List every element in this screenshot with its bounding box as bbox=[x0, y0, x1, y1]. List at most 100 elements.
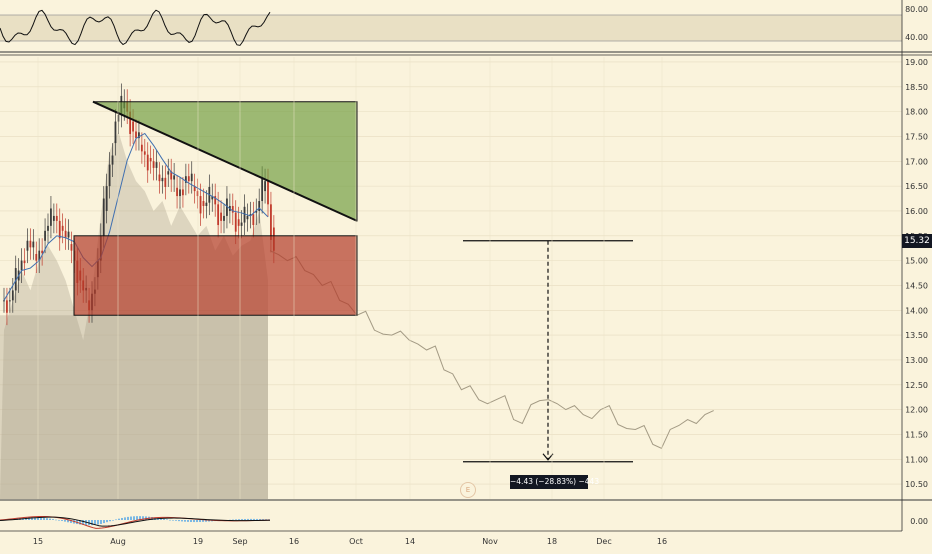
macd-bar bbox=[193, 520, 195, 523]
candle bbox=[117, 114, 120, 122]
macd-bar bbox=[253, 518, 255, 520]
macd-bar bbox=[94, 520, 96, 525]
macd-bar bbox=[208, 520, 210, 522]
candle bbox=[38, 250, 41, 261]
candle bbox=[211, 196, 214, 200]
time-tick-label: 16 bbox=[657, 537, 667, 546]
price-tick-label: 19.00 bbox=[905, 58, 928, 67]
candle bbox=[158, 174, 161, 182]
macd-bar bbox=[64, 520, 66, 522]
macd-bar bbox=[169, 519, 171, 521]
candle bbox=[237, 219, 240, 226]
time-tick-label: Oct bbox=[349, 537, 363, 546]
price-tick-label: 18.00 bbox=[905, 108, 928, 117]
macd-bar bbox=[160, 518, 162, 520]
macd-bar bbox=[109, 520, 111, 522]
candle bbox=[105, 186, 108, 211]
rsi-band bbox=[0, 15, 902, 41]
macd-bar bbox=[262, 519, 264, 520]
candle bbox=[35, 253, 38, 261]
rsi-tick-label: 40.00 bbox=[905, 33, 928, 42]
macd-bar bbox=[187, 520, 189, 522]
macd-bar bbox=[130, 516, 132, 520]
macd-bar bbox=[268, 519, 270, 520]
rsi-pane: 80.00 40.00 bbox=[0, 5, 928, 46]
earnings-marker[interactable]: E bbox=[460, 482, 476, 498]
time-tick-label: 18 bbox=[547, 537, 557, 546]
candle bbox=[164, 177, 167, 187]
supply-zone[interactable] bbox=[73, 235, 358, 316]
candle bbox=[152, 161, 155, 168]
macd-bar bbox=[172, 520, 174, 521]
candle bbox=[170, 171, 173, 180]
candle bbox=[55, 215, 58, 221]
macd-bar bbox=[79, 520, 81, 525]
candle bbox=[111, 155, 114, 165]
price-tick-label: 17.00 bbox=[905, 157, 928, 166]
candle bbox=[179, 189, 181, 197]
candle bbox=[64, 230, 67, 238]
candle bbox=[67, 231, 70, 238]
rsi-tick-label: 80.00 bbox=[905, 5, 928, 14]
macd-bar bbox=[115, 519, 117, 521]
candle bbox=[193, 186, 196, 192]
candle bbox=[255, 210, 258, 213]
macd-bar bbox=[37, 517, 39, 520]
macd-bar bbox=[103, 520, 105, 524]
time-tick-label: 19 bbox=[193, 537, 203, 546]
candle bbox=[190, 173, 193, 182]
macd-bar bbox=[124, 517, 126, 520]
macd-bar bbox=[232, 519, 234, 521]
candle bbox=[258, 201, 261, 211]
candle bbox=[6, 300, 8, 313]
price-tick-label: 13.50 bbox=[905, 331, 928, 340]
candle bbox=[132, 121, 134, 132]
price-tick-label: 15.00 bbox=[905, 257, 928, 266]
candle bbox=[261, 178, 264, 202]
candle bbox=[135, 131, 137, 139]
macd-bar bbox=[55, 519, 57, 521]
candle bbox=[44, 230, 46, 241]
candle bbox=[240, 222, 243, 226]
macd-pane: 0.00 bbox=[0, 515, 928, 529]
measure-arrow-head bbox=[542, 453, 554, 461]
macd-bar bbox=[241, 519, 243, 520]
candle bbox=[11, 290, 14, 301]
price-tick-label: 14.50 bbox=[905, 281, 928, 290]
candle bbox=[182, 189, 184, 196]
price-tick-label: 16.50 bbox=[905, 182, 928, 191]
candle bbox=[173, 175, 176, 180]
moving-average-line bbox=[3, 132, 269, 301]
macd-bar bbox=[199, 520, 201, 522]
rsi-line bbox=[0, 9, 271, 46]
candle bbox=[205, 202, 208, 206]
candle bbox=[187, 176, 190, 182]
macd-bar bbox=[139, 516, 141, 520]
price-axis: 19.0018.5018.0017.5017.0016.5016.0015.50… bbox=[0, 58, 928, 489]
price-tick-label: 18.50 bbox=[905, 83, 928, 92]
measure-label: −4.43 (−28.83%) −443 bbox=[510, 475, 599, 489]
candle bbox=[146, 154, 149, 171]
candle bbox=[129, 111, 132, 134]
macd-bar bbox=[67, 520, 69, 523]
time-tick-label: Dec bbox=[596, 537, 611, 546]
macd-bar bbox=[142, 516, 144, 520]
candle bbox=[32, 241, 35, 248]
candle bbox=[243, 206, 246, 223]
candle bbox=[52, 215, 55, 221]
macd-bar bbox=[244, 518, 246, 520]
candle bbox=[220, 212, 222, 221]
candle bbox=[196, 191, 199, 197]
candle bbox=[70, 244, 73, 251]
candle bbox=[149, 157, 152, 162]
candle bbox=[199, 196, 202, 214]
price-tick-label: 11.00 bbox=[905, 455, 928, 464]
time-tick-label: 15 bbox=[33, 537, 43, 546]
price-tick-label: 12.00 bbox=[905, 406, 928, 415]
candle bbox=[202, 201, 205, 206]
candle bbox=[29, 240, 32, 248]
trend-line[interactable] bbox=[92, 100, 358, 222]
candle bbox=[108, 164, 111, 187]
price-tick-label: 16.00 bbox=[905, 207, 928, 216]
